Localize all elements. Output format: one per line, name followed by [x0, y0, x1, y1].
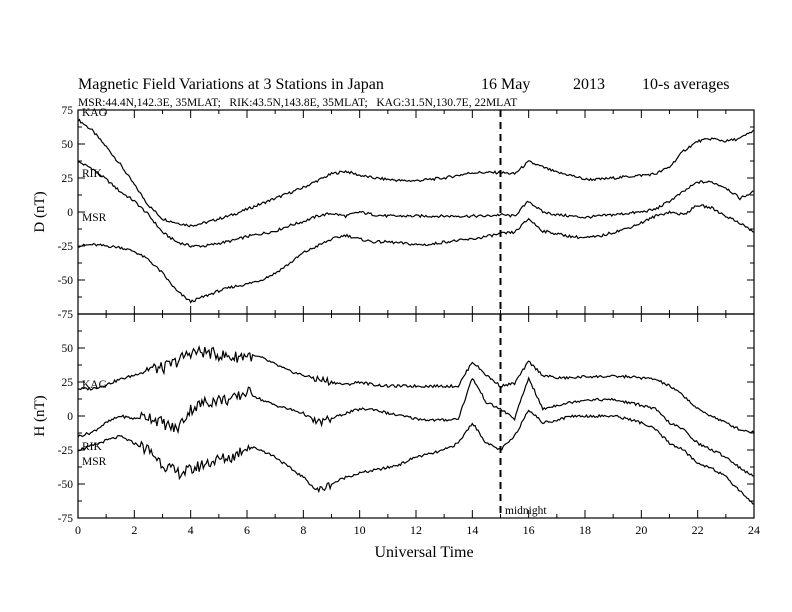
y-tick-label-bottom: -25 [58, 445, 74, 457]
bottom-panel-frame [77, 313, 755, 519]
series-line-bottom-msr [77, 409, 755, 505]
series-label-top-msr: MSR [82, 212, 107, 224]
series-label-top-rik: RIK [82, 168, 103, 180]
series-line-top-kag [77, 118, 755, 228]
midnight-label: midnight [505, 505, 547, 517]
y-tick-label-bottom: -50 [58, 479, 74, 491]
x-tick-label: 20 [635, 523, 647, 537]
top-panel-ylabel: D (nT) [32, 191, 48, 232]
chart-date-day: 16 May [481, 76, 530, 93]
top-panel-frame [77, 109, 755, 315]
y-tick-label-bottom: -75 [58, 513, 74, 525]
series-label-bottom-msr: MSR [82, 456, 107, 468]
y-tick-label-top: -50 [58, 275, 74, 287]
x-tick-label: 10 [354, 523, 366, 537]
series-label-bottom-kag: KAG [82, 379, 107, 391]
series-line-bottom-kag [77, 344, 755, 434]
x-axis-label: Universal Time [374, 544, 473, 561]
series-label-top-kag: KAG [82, 107, 107, 119]
x-tick-label: 14 [466, 523, 478, 537]
chart-date-year: 2013 [573, 76, 605, 93]
y-tick-label-top: 50 [62, 139, 74, 151]
x-tick-label: 8 [300, 523, 306, 537]
series-line-top-rik [77, 160, 755, 248]
x-tick-label: 2 [131, 523, 137, 537]
x-tick-label: 0 [75, 523, 81, 537]
x-tick-label: 16 [523, 523, 535, 537]
x-tick-label: 12 [410, 523, 422, 537]
chart-averaging: 10-s averages [642, 76, 730, 93]
x-tick-label: 6 [244, 523, 250, 537]
x-tick-label: 4 [188, 523, 194, 537]
series-line-top-msr [77, 204, 755, 304]
y-tick-label-top: 75 [62, 105, 74, 117]
y-tick-label-top: 0 [67, 207, 73, 219]
y-tick-label-bottom: 0 [67, 411, 73, 423]
series-line-bottom-rik [77, 376, 755, 477]
y-tick-label-top: -75 [58, 309, 74, 321]
chart-subtitle: MSR:44.4N,142.3E, 35MLAT; RIK:43.5N,143.… [78, 97, 517, 109]
chart-marks: 75 50 25 0 -25 -50 -75 KAG RIK MSR 50 25 0 -25 -50 -75 K… [58, 105, 760, 537]
y-tick-label-top: 25 [62, 173, 74, 185]
chart-title: Magnetic Field Variations at 3 Stations … [78, 76, 384, 93]
x-tick-label: 22 [692, 523, 704, 537]
y-tick-label-bottom: 25 [62, 377, 74, 389]
y-tick-label-top: -25 [58, 241, 74, 253]
y-tick-label-bottom: 50 [62, 343, 74, 355]
x-tick-label: 24 [748, 523, 760, 537]
bottom-panel-ylabel: H (nT) [32, 395, 48, 436]
x-tick-label: 18 [579, 523, 591, 537]
